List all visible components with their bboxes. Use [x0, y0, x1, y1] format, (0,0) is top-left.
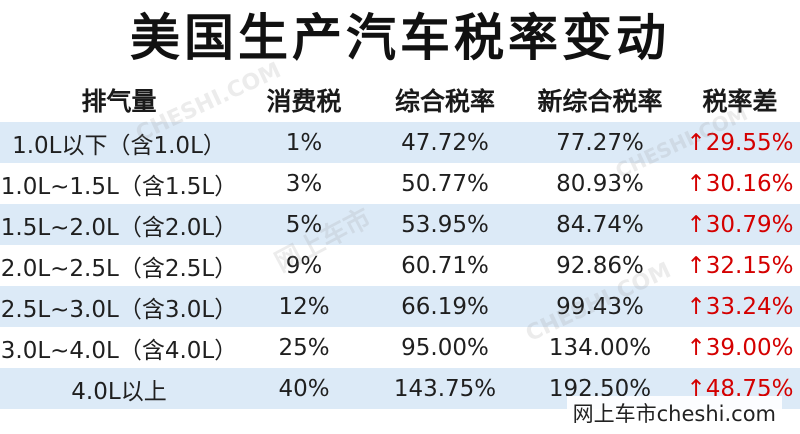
rate-diff-value: 39.00% — [705, 334, 794, 361]
consumption-tax-cell: 9% — [238, 245, 370, 286]
rate-diff-value: 33.24% — [705, 293, 794, 320]
combined-rate-cell: 50.77% — [370, 163, 520, 204]
table-row: 3.0L~4.0L（含4.0L） 25% 95.00% 134.00% ↑39.… — [0, 327, 800, 368]
consumption-tax-cell: 3% — [238, 163, 370, 204]
new-combined-rate-cell: 84.74% — [520, 204, 680, 245]
new-combined-rate-cell: 99.43% — [520, 286, 680, 327]
displacement-cell: 1.0L以下（含1.0L） — [0, 122, 238, 163]
table-header-row: 排气量 消费税 综合税率 新综合税率 税率差 — [0, 78, 800, 122]
rate-diff-cell: ↑30.16% — [680, 163, 800, 204]
header-combined-rate: 综合税率 — [394, 87, 495, 116]
consumption-tax-cell: 40% — [238, 368, 370, 409]
table-row: 2.5L~3.0L（含3.0L） 12% 66.19% 99.43% ↑33.2… — [0, 286, 800, 327]
consumption-tax-cell: 5% — [238, 204, 370, 245]
combined-rate-cell: 60.71% — [370, 245, 520, 286]
displacement-cell: 1.0L~1.5L（含1.5L） — [0, 163, 238, 204]
page-title: 美国生产汽车税率变动 — [130, 9, 670, 67]
combined-rate-cell: 53.95% — [370, 204, 520, 245]
rate-diff-cell: ↑33.24% — [680, 286, 800, 327]
table-row: 1.0L~1.5L（含1.5L） 3% 50.77% 80.93% ↑30.16… — [0, 163, 800, 204]
rate-diff-cell: ↑29.55% — [680, 122, 800, 163]
rate-diff-value: 30.16% — [705, 170, 794, 197]
rate-diff-value: 30.79% — [705, 211, 794, 238]
table-row: 1.0L以下（含1.0L） 1% 47.72% 77.27% ↑29.55% — [0, 122, 800, 163]
displacement-cell: 2.0L~2.5L（含2.5L） — [0, 245, 238, 286]
up-arrow-icon: ↑ — [686, 252, 706, 279]
up-arrow-icon: ↑ — [686, 293, 706, 320]
brand-watermark: 网上车市cheshi.com — [566, 396, 782, 430]
rate-diff-cell: ↑39.00% — [680, 327, 800, 368]
displacement-cell: 1.5L~2.0L（含2.0L） — [0, 204, 238, 245]
header-consumption-tax: 消费税 — [266, 87, 342, 116]
header-new-combined-rate: 新综合税率 — [537, 87, 663, 116]
header-displacement: 排气量 — [81, 87, 157, 116]
displacement-cell: 3.0L~4.0L（含4.0L） — [0, 327, 238, 368]
displacement-cell: 2.5L~3.0L（含3.0L） — [0, 286, 238, 327]
combined-rate-cell: 143.75% — [370, 368, 520, 409]
displacement-cell: 4.0L以上 — [0, 368, 238, 409]
rate-diff-cell: ↑32.15% — [680, 245, 800, 286]
up-arrow-icon: ↑ — [686, 334, 706, 361]
up-arrow-icon: ↑ — [686, 129, 706, 156]
table-row: 2.0L~2.5L（含2.5L） 9% 60.71% 92.86% ↑32.15… — [0, 245, 800, 286]
combined-rate-cell: 47.72% — [370, 122, 520, 163]
combined-rate-cell: 95.00% — [370, 327, 520, 368]
new-combined-rate-cell: 92.86% — [520, 245, 680, 286]
rate-diff-cell: ↑30.79% — [680, 204, 800, 245]
table-row: 1.5L~2.0L（含2.0L） 5% 53.95% 84.74% ↑30.79… — [0, 204, 800, 245]
consumption-tax-cell: 25% — [238, 327, 370, 368]
combined-rate-cell: 66.19% — [370, 286, 520, 327]
consumption-tax-cell: 1% — [238, 122, 370, 163]
consumption-tax-cell: 12% — [238, 286, 370, 327]
rate-diff-value: 32.15% — [705, 252, 794, 279]
rate-diff-value: 29.55% — [705, 129, 794, 156]
header-rate-diff: 税率差 — [702, 87, 778, 116]
new-combined-rate-cell: 134.00% — [520, 327, 680, 368]
new-combined-rate-cell: 77.27% — [520, 122, 680, 163]
up-arrow-icon: ↑ — [686, 375, 706, 402]
up-arrow-icon: ↑ — [686, 211, 706, 238]
tax-rate-table: 排气量 消费税 综合税率 新综合税率 税率差 1.0L以下（含1.0L） 1% … — [0, 78, 800, 409]
new-combined-rate-cell: 80.93% — [520, 163, 680, 204]
up-arrow-icon: ↑ — [686, 170, 706, 197]
